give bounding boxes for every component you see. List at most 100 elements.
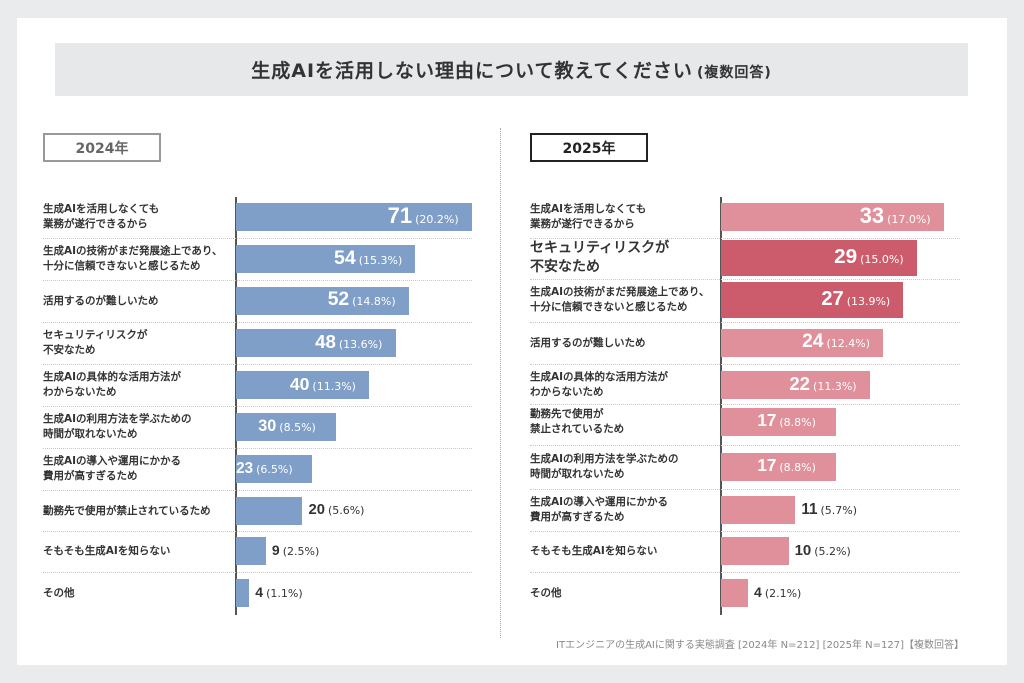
value-label: 52 (14.8%) bbox=[328, 289, 396, 311]
value-number: 20 bbox=[308, 501, 325, 518]
title-text: 生成AIを活用しない理由について教えてください bbox=[251, 60, 693, 82]
value-label: 33 (17.0%) bbox=[860, 203, 931, 229]
value-label: 17 (8.8%) bbox=[757, 456, 816, 476]
row-separator bbox=[43, 448, 472, 449]
row-separator bbox=[530, 321, 960, 323]
value-percent: (20.2%) bbox=[415, 213, 459, 227]
value-percent: (5.7%) bbox=[820, 503, 858, 517]
value-number: 17 bbox=[757, 411, 777, 431]
value-number: 22 bbox=[789, 373, 811, 395]
value-number: 52 bbox=[327, 289, 350, 311]
category-label: 生成AIの具体的な活用方法が わからないため bbox=[43, 371, 182, 398]
row-separator bbox=[43, 531, 472, 532]
value-number: 71 bbox=[387, 203, 413, 229]
value-label: 4 (1.1%) bbox=[255, 584, 302, 600]
category-label: 生成AIの利用方法を学ぶための 時間が取れないため bbox=[43, 413, 192, 440]
category-label: そもそも生成AIを知らない bbox=[43, 544, 171, 557]
bar bbox=[721, 371, 870, 399]
bar bbox=[721, 203, 944, 231]
value-number: 29 bbox=[834, 245, 858, 269]
bar bbox=[721, 240, 917, 276]
panel-divider bbox=[500, 128, 501, 638]
value-label: 54 (15.3%) bbox=[334, 247, 402, 270]
value-percent: (8.5%) bbox=[279, 420, 316, 434]
bar bbox=[721, 453, 836, 481]
bar bbox=[721, 496, 796, 524]
value-label: 11 (5.7%) bbox=[801, 501, 857, 519]
chart-2024: 生成AIを活用しなくても 業務が遂行できるから 71 (20.2%) 生成AIの技術が… bbox=[0, 197, 1024, 615]
bar bbox=[236, 245, 416, 273]
value-label: 40 (11.3%) bbox=[290, 374, 356, 395]
row-separator bbox=[43, 280, 472, 281]
category-label: 生成AIの技術がまだ発展途上であり、 十分に信頼できないと感じるため bbox=[530, 286, 710, 313]
year-label-2024: 2024年 bbox=[43, 133, 161, 162]
year-label-2025: 2025年 bbox=[530, 133, 648, 162]
row-separator bbox=[43, 238, 472, 239]
value-percent: (11.3%) bbox=[813, 380, 857, 394]
row-separator bbox=[530, 444, 960, 446]
footnote: ITエンジニアの生成AIに関する実態調査 [2024年 N=212] [2025… bbox=[556, 640, 964, 651]
value-label: 30 (8.5%) bbox=[258, 417, 316, 436]
category-label: その他 bbox=[530, 586, 562, 599]
category-label: 勤務先で使用が 禁止されているため bbox=[530, 408, 625, 435]
value-percent: (5.6%) bbox=[327, 503, 365, 517]
value-percent: (1.1%) bbox=[266, 587, 303, 601]
row-separator bbox=[530, 488, 960, 490]
value-number: 17 bbox=[757, 456, 777, 476]
value-label: 27 (13.9%) bbox=[821, 288, 890, 311]
bar bbox=[721, 579, 749, 607]
bar bbox=[721, 282, 904, 318]
value-label: 48 (13.6%) bbox=[315, 331, 382, 353]
category-label: 生成AIを活用しなくても 業務が遂行できるから bbox=[43, 203, 160, 230]
title-bar: 生成AIを活用しない理由について教えてください (複数回答) bbox=[55, 43, 968, 96]
category-label: 生成AIの導入や運用にかかる 費用が高すぎるため bbox=[43, 455, 182, 482]
value-percent: (2.5%) bbox=[282, 545, 320, 559]
value-label: 10 (5.2%) bbox=[795, 542, 851, 559]
value-label: 71 (20.2%) bbox=[388, 203, 459, 229]
category-label: 生成AIの技術がまだ発展途上であり、 十分に信頼できないと感じるため bbox=[43, 245, 223, 272]
value-percent: (6.5%) bbox=[256, 462, 293, 476]
row-separator bbox=[530, 572, 960, 573]
value-percent: (15.3%) bbox=[358, 253, 403, 267]
value-number: 33 bbox=[859, 203, 885, 229]
value-number: 4 bbox=[255, 584, 264, 601]
value-number: 30 bbox=[258, 416, 277, 435]
category-label: 生成AIの導入や運用にかかる 費用が高すぎるため bbox=[530, 496, 669, 523]
category-label: 生成AIの具体的な活用方法が わからないため bbox=[530, 371, 669, 398]
bar bbox=[721, 408, 836, 436]
bar bbox=[236, 413, 336, 441]
row-separator bbox=[530, 279, 960, 280]
row-separator bbox=[530, 530, 960, 532]
bar bbox=[236, 329, 396, 357]
row-separator bbox=[530, 403, 960, 405]
bar bbox=[236, 203, 472, 231]
value-percent: (14.8%) bbox=[352, 295, 396, 309]
value-number: 27 bbox=[821, 287, 844, 310]
category-label: そもそも生成AIを知らない bbox=[530, 544, 658, 557]
axis-line bbox=[720, 197, 722, 615]
category-label: セキュリティリスクが 不安なため bbox=[43, 329, 148, 356]
category-label: セキュリティリスクが 不安なため bbox=[530, 240, 670, 275]
row-separator bbox=[43, 322, 472, 323]
value-percent: (12.4%) bbox=[826, 337, 871, 351]
value-percent: (11.3%) bbox=[312, 380, 356, 394]
value-label: 17 (8.8%) bbox=[757, 411, 816, 431]
value-label: 29 (15.0%) bbox=[834, 245, 904, 269]
row-separator bbox=[530, 364, 960, 365]
value-number: 48 bbox=[315, 331, 336, 353]
value-percent: (8.8%) bbox=[779, 461, 816, 475]
chart-title: 生成AIを活用しない理由について教えてください (複数回答) bbox=[251, 56, 771, 83]
category-label: 生成AIの利用方法を学ぶための 時間が取れないため bbox=[530, 453, 679, 480]
value-percent: (5.2%) bbox=[814, 544, 851, 558]
bar bbox=[236, 371, 369, 399]
row-separator bbox=[530, 237, 960, 239]
bar bbox=[721, 537, 789, 565]
value-label: 4 (2.1%) bbox=[754, 584, 801, 600]
value-number: 40 bbox=[289, 374, 310, 395]
value-label: 23 (6.5%) bbox=[236, 460, 292, 477]
value-number: 9 bbox=[271, 542, 280, 559]
category-label: その他 bbox=[43, 586, 75, 599]
value-percent: (2.1%) bbox=[764, 587, 802, 601]
value-number: 23 bbox=[236, 459, 254, 477]
value-percent: (15.0%) bbox=[860, 253, 904, 267]
